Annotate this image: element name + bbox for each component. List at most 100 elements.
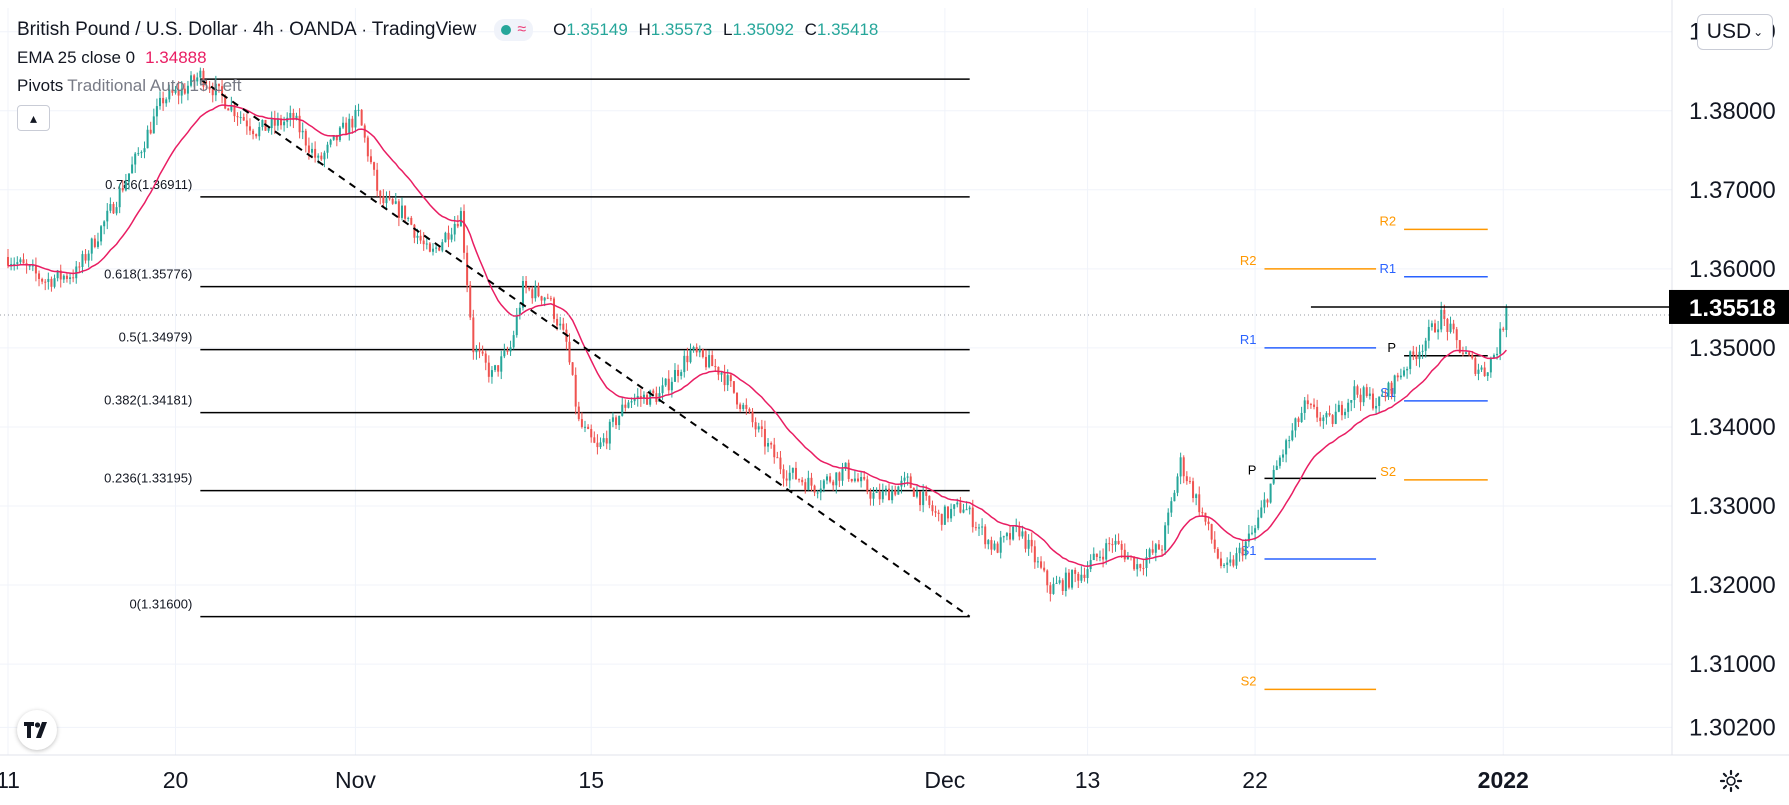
candle-body bbox=[1024, 531, 1027, 549]
chart-settings-button[interactable] bbox=[1718, 768, 1744, 794]
downtrend-line[interactable] bbox=[199, 78, 971, 618]
candle-body bbox=[196, 77, 199, 82]
candle-body bbox=[1192, 481, 1195, 499]
pivot-level-label: S2 bbox=[1380, 464, 1396, 479]
exchange-label: OANDA bbox=[289, 19, 357, 40]
candle-body bbox=[953, 504, 956, 509]
candle-body bbox=[751, 411, 754, 423]
candle-body bbox=[515, 314, 518, 336]
price-tick-label: 1.30200 bbox=[1689, 714, 1776, 741]
candle-body bbox=[528, 287, 531, 290]
candle-body bbox=[180, 88, 183, 96]
candle-body bbox=[1148, 549, 1151, 558]
candle-body bbox=[487, 362, 490, 377]
candle-body bbox=[695, 347, 698, 353]
candle-body bbox=[503, 350, 506, 357]
time-tick-label: 22 bbox=[1242, 767, 1268, 793]
candle-body bbox=[193, 75, 196, 82]
candle-body bbox=[435, 247, 438, 249]
candle-body bbox=[599, 442, 602, 448]
candle-body bbox=[38, 273, 41, 279]
candle-body bbox=[680, 372, 683, 376]
candle-body bbox=[1424, 340, 1427, 351]
candle-body bbox=[1142, 567, 1145, 569]
legend-pivots-row[interactable]: Pivots Traditional Auto 15 Left bbox=[17, 72, 878, 100]
candle-body bbox=[633, 398, 636, 402]
candle-body bbox=[1036, 561, 1039, 563]
candle-body bbox=[1281, 454, 1285, 458]
collapse-legend-button[interactable]: ▴ bbox=[17, 105, 50, 131]
candle-body bbox=[394, 201, 397, 204]
candle-body bbox=[543, 297, 546, 301]
candle-body bbox=[1009, 533, 1012, 540]
candle-body bbox=[413, 224, 416, 238]
candle-body bbox=[320, 155, 323, 160]
candle-body bbox=[562, 323, 565, 330]
candle-body bbox=[1111, 544, 1114, 546]
currency-selector-button[interactable]: USD ⌄ bbox=[1697, 14, 1773, 50]
candle-body bbox=[732, 381, 735, 393]
candle-body bbox=[1313, 404, 1316, 407]
candle-body bbox=[363, 125, 366, 138]
candle-body bbox=[819, 488, 822, 493]
ema-line bbox=[7, 104, 1507, 567]
fibonacci-retracement[interactable]: 0.786(1.36911) 0.618(1.35776) 0.5(1.34979)… bbox=[104, 78, 970, 618]
candle-body bbox=[1241, 547, 1244, 556]
candle-body bbox=[19, 259, 22, 263]
candle-body bbox=[301, 130, 304, 133]
candle-body bbox=[106, 210, 109, 222]
candle-body bbox=[618, 415, 621, 426]
candle-body bbox=[571, 362, 574, 375]
candle-body bbox=[1105, 543, 1108, 560]
candle-body bbox=[1229, 559, 1232, 563]
candle-body bbox=[252, 130, 255, 135]
price-tick-label: 1.38000 bbox=[1689, 98, 1776, 125]
market-status-badge[interactable]: ≈ bbox=[494, 19, 534, 41]
pivots-indicator-label: Pivots bbox=[17, 76, 64, 95]
candle-body bbox=[311, 148, 314, 153]
candle-body bbox=[410, 217, 413, 225]
candle-body bbox=[897, 486, 900, 495]
candle-body bbox=[1092, 553, 1095, 561]
interval-label[interactable]: 4h bbox=[252, 19, 274, 40]
candle-body bbox=[1136, 564, 1139, 570]
candle-body bbox=[444, 232, 447, 243]
candle-body bbox=[1005, 533, 1008, 537]
market-open-dot-icon bbox=[501, 25, 512, 35]
candle-body bbox=[351, 118, 354, 128]
candle-body bbox=[981, 526, 984, 528]
candle-body bbox=[590, 428, 593, 438]
tradingview-logo-button[interactable] bbox=[17, 710, 57, 750]
chart-legend: British Pound / U.S. Dollar · 4h · OANDA… bbox=[17, 16, 878, 100]
candle-body bbox=[673, 369, 676, 382]
candle-body bbox=[211, 89, 214, 96]
candle-body bbox=[621, 404, 624, 416]
candle-body bbox=[950, 508, 953, 519]
candle-body bbox=[1117, 540, 1120, 545]
symbol-title[interactable]: British Pound / U.S. Dollar bbox=[17, 19, 238, 40]
candle-body bbox=[987, 540, 990, 545]
drawings-overlay[interactable] bbox=[0, 78, 1672, 618]
candle-body bbox=[767, 443, 770, 447]
candle-body bbox=[844, 462, 847, 469]
candle-body bbox=[1328, 413, 1331, 416]
candle-body bbox=[171, 89, 174, 93]
candle-body bbox=[149, 129, 152, 134]
candle-body bbox=[993, 543, 996, 550]
legend-ema-row[interactable]: EMA 25 close 0 1.34888 bbox=[17, 44, 878, 72]
price-tick-label: 1.36000 bbox=[1689, 256, 1776, 283]
pivot-level-label: R1 bbox=[1379, 261, 1396, 276]
candle-body bbox=[112, 204, 115, 214]
candle-body bbox=[587, 426, 590, 429]
candle-body bbox=[407, 217, 410, 219]
candle-body bbox=[453, 223, 456, 235]
candle-body bbox=[53, 278, 56, 287]
ohlc-high-value: 1.35573 bbox=[650, 20, 713, 39]
candle-body bbox=[1254, 528, 1257, 533]
candle-body bbox=[869, 491, 872, 499]
candle-body bbox=[1458, 340, 1461, 353]
candle-body bbox=[1415, 354, 1418, 360]
candle-body bbox=[397, 201, 400, 218]
